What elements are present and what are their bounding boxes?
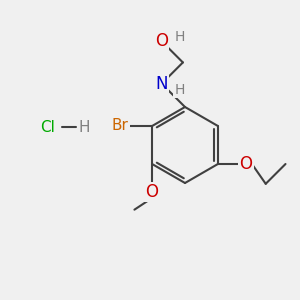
Text: H: H: [78, 119, 90, 134]
Text: H: H: [175, 30, 185, 44]
Text: O: O: [146, 183, 159, 201]
Text: Br: Br: [112, 118, 128, 134]
Text: O: O: [155, 32, 168, 50]
Text: H: H: [175, 83, 185, 97]
Text: Cl: Cl: [40, 119, 56, 134]
Text: N: N: [155, 75, 168, 93]
Text: O: O: [239, 155, 252, 173]
